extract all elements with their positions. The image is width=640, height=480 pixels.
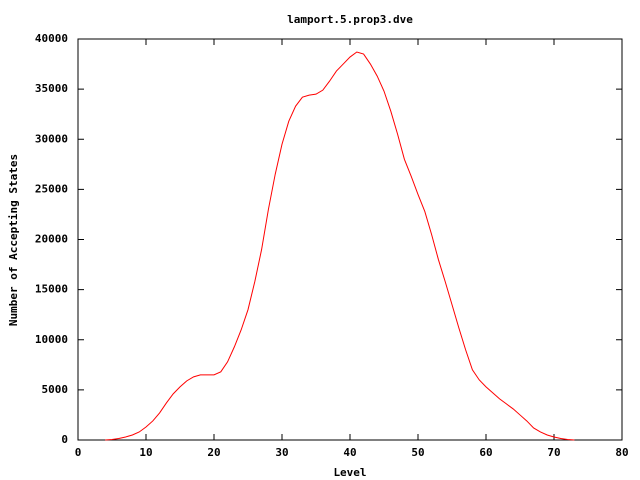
- y-tick-label: 15000: [35, 283, 68, 296]
- y-tick-label: 40000: [35, 32, 68, 45]
- y-tick-label: 25000: [35, 182, 68, 195]
- x-tick-label: 60: [479, 446, 492, 459]
- x-axis-label: Level: [333, 466, 366, 479]
- x-tick-label: 40: [343, 446, 356, 459]
- data-line: [105, 51, 575, 441]
- x-tick-label: 70: [547, 446, 560, 459]
- y-tick-label: 5000: [42, 383, 69, 396]
- x-tick-label: 80: [615, 446, 628, 459]
- y-axis-label: Number of Accepting States: [7, 154, 20, 326]
- x-tick-label: 30: [275, 446, 288, 459]
- chart-title: lamport.5.prop3.dve: [287, 13, 413, 26]
- x-tick-label: 10: [139, 446, 152, 459]
- x-tick-label: 20: [207, 446, 220, 459]
- y-tick-label: 35000: [35, 82, 68, 95]
- y-tick-label: 30000: [35, 132, 68, 145]
- x-tick-label: 0: [75, 446, 82, 459]
- y-tick-label: 0: [61, 433, 68, 446]
- y-tick-label: 20000: [35, 233, 68, 246]
- y-tick-label: 10000: [35, 333, 68, 346]
- plot-border: [77, 38, 623, 441]
- x-tick-label: 50: [411, 446, 424, 459]
